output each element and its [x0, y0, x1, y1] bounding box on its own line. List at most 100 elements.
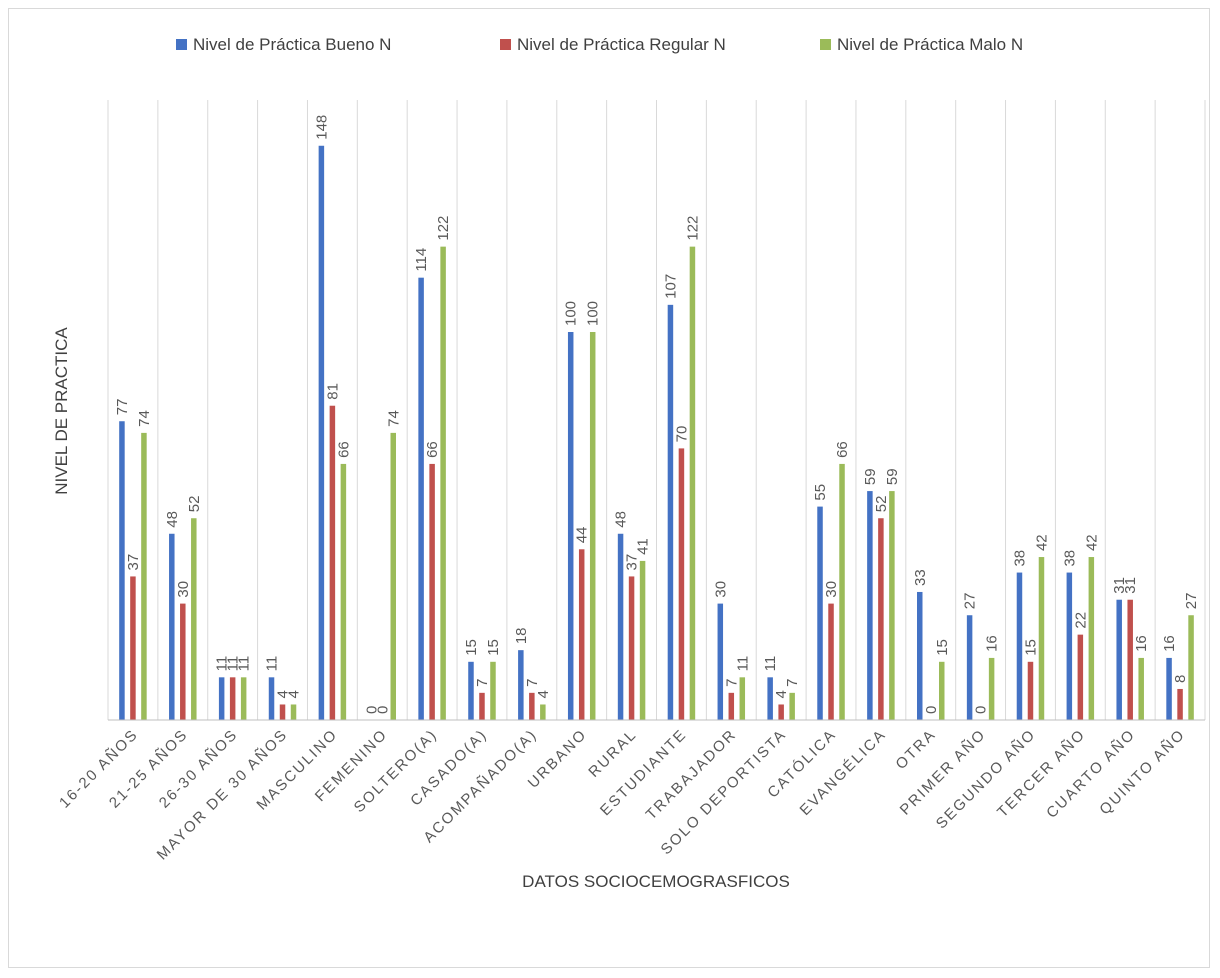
data-label: 44 [574, 527, 591, 544]
bar-series2 [578, 549, 585, 720]
data-label: 59 [862, 468, 879, 485]
data-label: 42 [1033, 534, 1050, 551]
bar-series1 [966, 615, 973, 720]
data-label: 11 [214, 656, 231, 672]
data-label: 30 [712, 581, 729, 598]
bar-series2 [1177, 688, 1183, 720]
bar-series2 [828, 603, 834, 720]
data-label: 42 [1083, 534, 1100, 551]
bar-series3 [141, 432, 147, 720]
legend-label-3: Nivel de Práctica Malo N [837, 35, 1023, 54]
data-label: 100 [563, 301, 580, 326]
data-label: 41 [635, 538, 652, 555]
bar-series2 [329, 405, 336, 720]
data-label: 22 [1072, 612, 1089, 629]
bar-series3 [1138, 657, 1144, 720]
data-label: 122 [435, 216, 452, 241]
bar-series1 [867, 491, 873, 720]
bar-series1 [468, 661, 474, 720]
bar-series1 [318, 145, 325, 720]
category-separators [107, 100, 1206, 720]
bar-series2 [429, 463, 435, 720]
data-label: 38 [1061, 550, 1078, 567]
bar-series3 [290, 704, 297, 720]
data-label: 11 [734, 656, 751, 672]
bar-series1 [917, 591, 923, 720]
legend-swatch-3 [820, 39, 831, 50]
bar-series3 [390, 432, 396, 720]
bar-series3 [689, 246, 696, 720]
data-label: 38 [1011, 550, 1028, 567]
data-label: 4 [535, 690, 552, 698]
bar-series1 [1016, 572, 1023, 720]
data-label: 30 [175, 581, 192, 598]
x-tick-label: TERCER AÑO [994, 726, 1089, 821]
chart-frame [8, 8, 1210, 968]
bar-series2 [878, 518, 884, 720]
data-label: 48 [164, 511, 181, 528]
y-axis-title: NIVEL DE PRACTICA [52, 327, 71, 495]
bar-series3 [889, 491, 895, 720]
bar-series3 [1188, 615, 1194, 720]
data-label: 52 [186, 496, 203, 513]
legend-swatch-2 [500, 39, 511, 50]
data-label: 122 [684, 216, 701, 241]
data-label: 107 [662, 274, 679, 299]
x-tick-label: OTRA [892, 726, 939, 773]
bar-series2 [180, 603, 186, 720]
bar-series3 [340, 463, 347, 720]
data-label: 11 [762, 656, 779, 672]
data-label: 0 [923, 706, 940, 714]
legend-label-2: Nivel de Práctica Regular N [517, 35, 726, 54]
data-label: 52 [873, 496, 890, 513]
x-tick-label: EVANGÉLICA [797, 726, 890, 819]
x-tick-label: ESTUDIANTE [597, 726, 690, 819]
bar-series1 [418, 277, 424, 720]
data-label: 15 [485, 639, 502, 656]
bar-series1 [268, 677, 275, 720]
bar-series3 [939, 661, 945, 720]
data-label: 55 [812, 484, 829, 501]
bar-series3 [240, 677, 247, 720]
bar-series3 [1088, 557, 1095, 720]
data-label: 7 [524, 678, 541, 686]
data-label: 66 [424, 441, 441, 458]
legend: Nivel de Práctica Bueno N Nivel de Prácti… [176, 35, 1023, 54]
data-label: 30 [823, 581, 840, 598]
data-label: 18 [513, 627, 530, 644]
data-label: 15 [1022, 639, 1039, 656]
data-label: 11 [236, 656, 253, 672]
legend-label-1: Nivel de Práctica Bueno N [193, 35, 391, 54]
data-label: 33 [912, 569, 929, 586]
bar-series3 [540, 704, 546, 720]
data-label: 37 [624, 554, 641, 571]
bar-series2 [1027, 661, 1034, 720]
data-label: 7 [784, 678, 801, 686]
bar-series2 [778, 704, 784, 720]
x-tick-label: CUARTO AÑO [1043, 726, 1139, 822]
data-label: 114 [413, 248, 430, 272]
bar-series2 [1077, 634, 1084, 720]
x-tick-label: TRABAJADOR [643, 726, 740, 823]
data-label: 15 [934, 639, 951, 656]
bar-series1 [817, 506, 823, 720]
bar-series2 [628, 576, 635, 720]
bar-series3 [490, 661, 496, 720]
bar-series3 [739, 677, 746, 720]
data-label: 15 [463, 639, 480, 656]
data-label: 66 [834, 441, 851, 458]
data-label: 0 [973, 706, 990, 714]
bar-series3 [191, 518, 197, 720]
data-label: 16 [1161, 635, 1178, 652]
bars [119, 145, 1194, 720]
bar-series3 [440, 246, 446, 720]
bar-series1 [767, 677, 773, 720]
bar-series1 [667, 304, 674, 720]
bar-series2 [1127, 599, 1133, 720]
data-label: 81 [324, 383, 341, 400]
data-label: 16 [984, 635, 1001, 652]
data-label: 4 [773, 690, 790, 698]
data-label: 48 [613, 511, 630, 528]
